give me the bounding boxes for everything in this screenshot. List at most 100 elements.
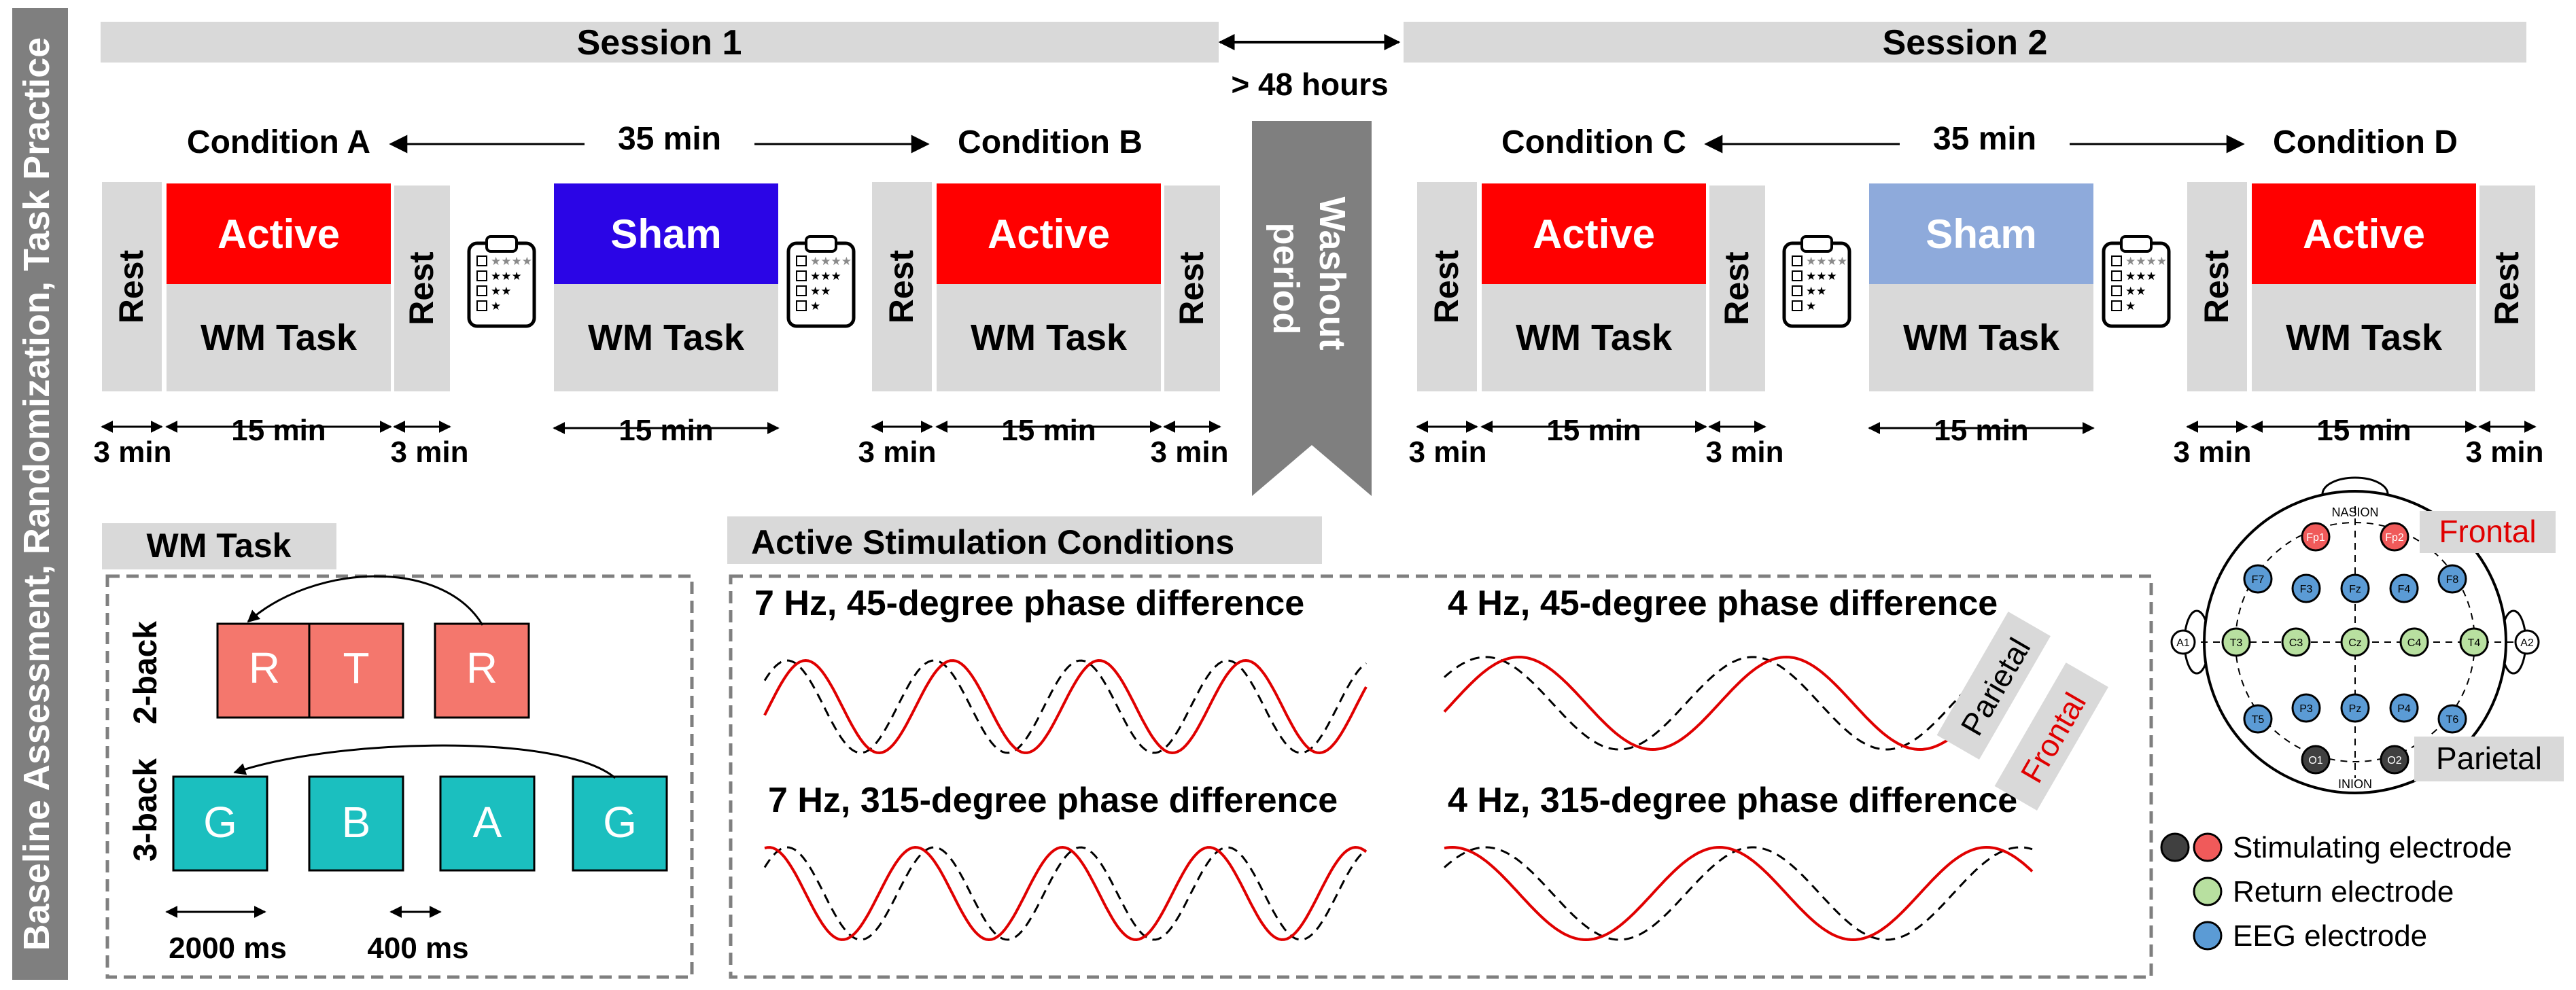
electrode-f8-label: F8 <box>2446 574 2459 586</box>
parietal-wave-7hz-45 <box>763 659 1367 754</box>
s1-dur-rest-2-label: 3 min <box>391 436 469 469</box>
electrode-t3-label: T3 <box>2230 637 2243 649</box>
s2-sham <box>1869 183 2093 284</box>
washout-label: Washout period <box>1266 197 1353 361</box>
svg-text:★: ★ <box>2125 300 2136 313</box>
stim-panel-title-bg <box>727 516 1322 564</box>
electrode-positions: Fp1 Fp2 F7 F3 Fz F4 F8 A1 T3 C3 Cz C4 T4 A2 T5 P3 Pz P4 T6… <box>2170 522 2540 775</box>
session-1-title: Session 1 <box>577 23 742 63</box>
svg-text:★★★★: ★★★★ <box>2125 255 2167 268</box>
subplot-title-7hz-45: 7 Hz, 45-degree phase difference <box>754 584 1304 623</box>
electrode-f3-label: F3 <box>2300 584 2313 595</box>
s2-sham-task <box>1869 284 2093 391</box>
two-back-label: 2-back <box>128 621 164 724</box>
s1-rest-4 <box>1164 185 1220 391</box>
electrode-c4-label: C4 <box>2407 637 2422 649</box>
s1-sham-label: Sham <box>610 211 721 257</box>
electrode-fp1-label: Fp1 <box>2306 532 2325 544</box>
s2-active-1 <box>1482 183 1706 284</box>
electrode-p4 <box>2389 693 2419 723</box>
svg-text:★★: ★★ <box>2125 285 2146 298</box>
s1-dur-rest-1-label: 3 min <box>94 436 172 469</box>
svg-text:★★★: ★★★ <box>810 270 841 283</box>
svg-text:★★★: ★★★ <box>491 270 522 283</box>
three-back-letter: G <box>203 798 237 847</box>
s2-rest-3 <box>2187 182 2247 391</box>
three-back-card <box>308 775 404 872</box>
electrode-f8 <box>2437 564 2467 594</box>
side-label: Baseline Assessment, Randomization, Task… <box>16 37 57 951</box>
subplot-title-4hz-315: 4 Hz, 315-degree phase difference <box>1448 781 2017 820</box>
subplot-title-4hz-45: 4 Hz, 45-degree phase difference <box>1448 584 1998 623</box>
s1-rest-2-label: Rest <box>402 251 440 325</box>
parietal-label: Parietal <box>2436 741 2542 776</box>
legend-eeg-label: EEG electrode <box>2233 919 2427 953</box>
frontal-wave-4hz-315 <box>1444 845 2034 942</box>
electrode-o2 <box>2380 745 2409 775</box>
s2-active-2-task <box>2252 284 2476 391</box>
s2-rest-2 <box>1709 185 1765 391</box>
electrode-a1 <box>2170 629 2196 655</box>
s2-sham-label: Sham <box>1926 211 2036 257</box>
s2-rest-1 <box>1417 182 1477 391</box>
s2-dur-rest-1-label: 3 min <box>1409 436 1487 469</box>
s2-dur-rest-4-label: 3 min <box>2466 436 2544 469</box>
legend-stim-label: Stimulating electrode <box>2233 831 2512 864</box>
electrode-f7 <box>2243 564 2273 594</box>
s2-rest-4 <box>2479 185 2535 391</box>
s2-active-1-task-label: WM Task <box>1516 317 1673 358</box>
electrode-t5-label: T5 <box>2252 714 2265 726</box>
eeg-head-map: NASION INION Fp1 Fp2 F7 F3 Fz F4 F8 A1 T3 C3 Cz C4 T… <box>2170 476 2564 794</box>
electrode-o1-label: O1 <box>2308 755 2322 766</box>
stim-panel-frame <box>729 574 2153 979</box>
s1-sham-task <box>554 284 778 391</box>
s1-sham-task-label: WM Task <box>588 317 745 358</box>
s1-active-2-task-label: WM Task <box>971 317 1128 358</box>
s1-b-questionnaire-icon: ★★★★★★★★★★ <box>786 235 856 328</box>
s2-dur-active-2-label: 15 min <box>2316 414 2411 447</box>
two-back-arrow <box>247 575 484 626</box>
svg-text:★★: ★★ <box>810 285 831 298</box>
svg-text:★: ★ <box>810 300 820 313</box>
washout-gap-label: > 48 hours <box>1231 67 1388 102</box>
s1-sham <box>554 183 778 284</box>
s2-condition-right: Condition D <box>2273 124 2458 160</box>
s1-condition-right: Condition B <box>958 124 1143 160</box>
s1-rest-2 <box>394 185 450 391</box>
s2-active-2 <box>2252 183 2476 284</box>
session-1-bar <box>101 22 1219 63</box>
session-2-bar <box>1404 22 2526 63</box>
svg-text:★★★: ★★★ <box>1806 270 1837 283</box>
electrode-p4-label: P4 <box>2397 703 2411 715</box>
electrode-p3-label: P3 <box>2299 703 2313 715</box>
svg-text:★★: ★★ <box>1806 285 1826 298</box>
stimulation-waveforms <box>763 655 2034 942</box>
three-back-arrow <box>233 744 616 779</box>
electrode-a2 <box>2514 629 2540 655</box>
s2-rest-1-label: Rest <box>1427 249 1465 323</box>
two-back-letter: R <box>466 643 498 692</box>
three-back-card <box>572 775 668 872</box>
stim-duration-label: 2000 ms <box>169 932 287 965</box>
parietal-wave-4hz-45 <box>1444 656 2033 751</box>
s1-active-1 <box>167 183 391 284</box>
legend-stim-swatch <box>2193 832 2223 862</box>
three-back-letter: A <box>473 798 502 847</box>
parietal-label-bg <box>2414 737 2564 781</box>
two-back-card <box>434 622 530 719</box>
svg-text:★★★: ★★★ <box>2125 270 2157 283</box>
wm-panel-frame <box>105 574 694 979</box>
s2-dur-rest-3-label: 3 min <box>2174 436 2252 469</box>
two-back-letter: R <box>249 643 280 692</box>
frontal-wave-7hz-45 <box>763 658 1368 755</box>
s2-condition-left: Condition C <box>1501 124 1686 160</box>
three-back-label: 3-back <box>128 758 164 862</box>
electrode-cz-label: Cz <box>2348 637 2362 649</box>
svg-text:★★: ★★ <box>491 285 511 298</box>
s2-dur-active-1-label: 15 min <box>1546 414 1641 447</box>
s2-b-questionnaire-icon: ★★★★★★★★★★ <box>2102 235 2171 328</box>
s2-interval-label: 35 min <box>1933 121 2036 157</box>
two-back-card <box>308 622 404 719</box>
svg-text:★★★★: ★★★★ <box>810 255 852 268</box>
